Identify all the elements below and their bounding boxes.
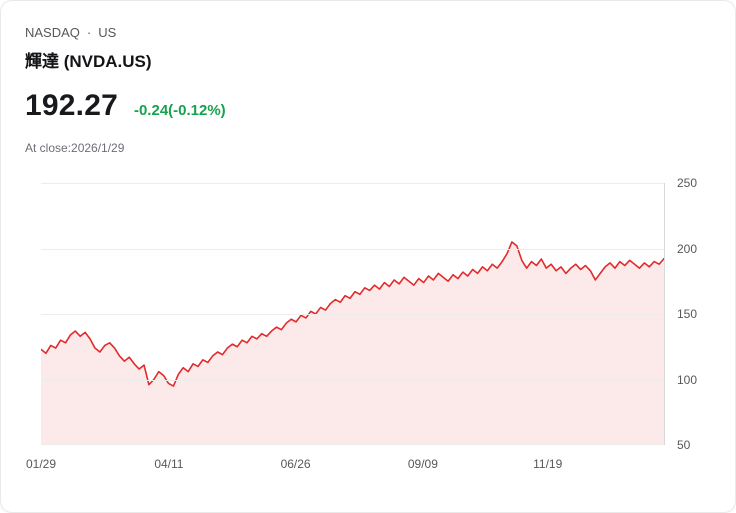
region-label: US — [98, 25, 117, 40]
dot-separator: · — [86, 25, 92, 40]
x-axis-tick: 09/09 — [407, 457, 438, 471]
price-change: -0.24(-0.12%) — [133, 102, 226, 119]
exchange-info: NASDAQ · US — [25, 25, 711, 41]
exchange-name: NASDAQ — [25, 25, 80, 40]
gridline — [41, 248, 664, 250]
close-time: At close:2026/1/29 — [25, 141, 125, 155]
chart-plot-area[interactable] — [41, 183, 665, 445]
gridline — [41, 444, 664, 445]
y-axis-tick: 150 — [677, 307, 698, 321]
y-axis-tick: 200 — [677, 241, 698, 256]
price-row: 192.27 -0.24(-0.12%) — [25, 88, 711, 124]
price-chart: 250 200 150 100 50 01/29 04/11 06/26 09/09 11/19 — [26, 176, 711, 473]
y-axis-tick: 100 — [677, 372, 698, 387]
x-axis-tick: 06/26 — [280, 457, 311, 471]
last-price: 192.27 — [25, 89, 118, 122]
x-axis-tick: 11/19 — [533, 457, 563, 471]
price-line — [41, 242, 664, 386]
y-axis-tick: 50 — [677, 438, 691, 452]
x-axis: 01/29 04/11 06/26 09/09 11/19 — [26, 445, 665, 473]
price-chart-svg[interactable] — [41, 183, 664, 445]
y-axis: 250 200 150 100 50 — [665, 176, 711, 452]
y-axis-tick: 250 — [677, 176, 698, 190]
area-fill — [41, 241, 664, 445]
gridline — [41, 379, 664, 381]
gridline — [41, 183, 664, 184]
x-axis-tick: 04/11 — [154, 457, 184, 471]
x-axis-tick: 01/29 — [25, 457, 57, 471]
stock-title: 輝達 (NVDA.US) — [25, 52, 152, 71]
gridline — [41, 314, 664, 315]
